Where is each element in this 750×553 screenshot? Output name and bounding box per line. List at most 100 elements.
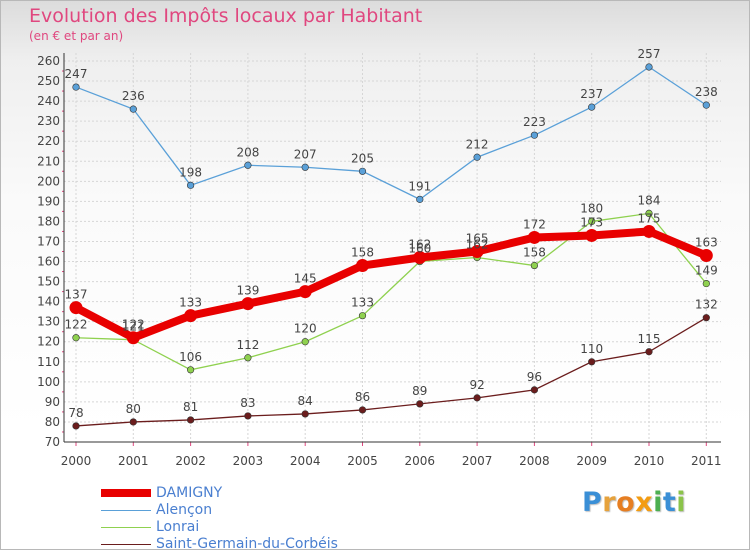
data-point-damigny — [470, 245, 484, 258]
y-tick-label: 170 — [37, 234, 60, 248]
data-label-saint-germain-du-corb-is: 115 — [638, 332, 661, 346]
data-point-alen-on — [129, 105, 137, 113]
data-point-saint-germain-du-corb-is — [129, 418, 137, 426]
data-point-saint-germain-du-corb-is — [473, 394, 481, 402]
data-label-alen-on: 205 — [351, 151, 374, 165]
data-label-saint-germain-du-corb-is: 89 — [412, 384, 427, 398]
data-point-alen-on — [187, 181, 195, 189]
legend-label: DAMIGNY — [156, 485, 223, 501]
data-label-damigny: 175 — [638, 211, 661, 225]
data-point-saint-germain-du-corb-is — [702, 314, 710, 322]
series-line-damigny — [72, 227, 711, 342]
y-tick-label: 190 — [37, 194, 60, 208]
legend-swatch — [101, 509, 151, 511]
data-point-lonrai — [72, 334, 80, 342]
data-point-lonrai — [702, 279, 710, 288]
data-label-damigny: 172 — [523, 217, 546, 231]
logo-letter: i — [676, 487, 687, 518]
data-label-damigny: 173 — [580, 215, 603, 229]
series-line-lonrai — [75, 212, 707, 371]
data-label-lonrai: 149 — [695, 264, 718, 278]
y-tick-label: 260 — [37, 54, 60, 68]
proxiti-logo: Proxiti — [582, 487, 686, 518]
data-point-saint-germain-du-corb-is — [358, 406, 367, 414]
logo-letter: o — [616, 487, 636, 518]
x-tick-label: 2010 — [634, 454, 665, 468]
data-point-alen-on — [244, 161, 252, 169]
data-point-alen-on — [588, 103, 596, 111]
data-label-damigny: 158 — [351, 246, 374, 260]
data-label-damigny: 162 — [408, 238, 431, 252]
data-label-alen-on: 212 — [466, 137, 489, 151]
data-point-lonrai — [530, 261, 539, 270]
data-point-lonrai — [645, 209, 653, 217]
logo-letter: i — [653, 487, 663, 518]
data-label-lonrai: 160 — [408, 242, 431, 256]
legend-swatch — [101, 526, 151, 528]
data-point-alen-on — [301, 163, 309, 171]
legend-label: Lonrai — [156, 519, 200, 535]
y-tick-label: 200 — [37, 174, 60, 188]
data-label-lonrai: 112 — [236, 338, 259, 352]
legend-swatch — [101, 543, 151, 545]
plot-area — [64, 53, 721, 442]
data-label-alen-on: 247 — [65, 67, 88, 81]
y-tick-label: 70 — [45, 435, 60, 449]
y-tick-label: 140 — [37, 295, 60, 309]
data-label-damigny: 165 — [466, 232, 489, 246]
x-tick-label: 2006 — [405, 454, 436, 468]
data-point-damigny — [298, 285, 312, 299]
y-tick-label: 230 — [37, 114, 60, 128]
data-point-damigny — [527, 230, 541, 244]
data-point-damigny — [126, 331, 140, 345]
data-point-saint-germain-du-corb-is — [416, 400, 424, 408]
data-label-damigny: 133 — [179, 296, 202, 310]
data-label-saint-germain-du-corb-is: 96 — [527, 370, 542, 384]
data-point-saint-germain-du-corb-is — [645, 348, 653, 356]
data-label-lonrai: 106 — [179, 350, 202, 364]
x-tick-label: 2008 — [519, 454, 550, 468]
data-label-alen-on: 238 — [695, 85, 718, 99]
logo-letter: x — [635, 487, 654, 518]
data-point-alen-on — [702, 101, 710, 109]
data-point-lonrai — [244, 354, 252, 362]
y-tick-label: 130 — [37, 315, 60, 329]
data-label-alen-on: 223 — [523, 115, 546, 129]
y-tick-label: 90 — [45, 395, 60, 409]
y-tick-label: 210 — [37, 154, 60, 168]
data-point-alen-on — [72, 83, 80, 91]
legend-label: Saint-Germain-du-Corbéis — [156, 536, 338, 552]
data-label-saint-germain-du-corb-is: 86 — [355, 390, 370, 404]
data-point-saint-germain-du-corb-is — [72, 422, 80, 430]
data-point-saint-germain-du-corb-is — [530, 386, 539, 394]
data-label-saint-germain-du-corb-is: 110 — [580, 342, 603, 356]
x-tick-label: 2011 — [691, 454, 722, 468]
x-tick-label: 2001 — [118, 454, 149, 468]
data-point-lonrai — [187, 366, 195, 374]
series-line-saint-germain-du-corb-is — [75, 317, 707, 427]
data-point-saint-germain-du-corb-is — [301, 410, 309, 418]
data-point-alen-on — [530, 131, 539, 139]
data-label-alen-on: 191 — [408, 179, 431, 193]
data-label-lonrai: 133 — [351, 296, 374, 310]
data-point-saint-germain-du-corb-is — [588, 358, 596, 366]
y-tick-label: 80 — [45, 415, 60, 429]
data-point-damigny — [241, 297, 255, 311]
data-point-damigny — [585, 228, 599, 242]
series-line-alen-on — [75, 66, 707, 201]
x-tick-label: 2004 — [290, 454, 321, 468]
data-point-saint-germain-du-corb-is — [187, 416, 195, 424]
y-tick-label: 150 — [37, 275, 60, 289]
data-label-lonrai: 184 — [638, 193, 661, 207]
y-tick-label: 250 — [37, 74, 60, 88]
data-point-damigny — [413, 251, 427, 265]
x-tick-label: 2002 — [175, 454, 206, 468]
x-tick-label: 2000 — [61, 454, 92, 468]
legend-swatch — [101, 489, 151, 497]
logo-letter: P — [582, 487, 603, 518]
data-label-lonrai: 162 — [466, 238, 489, 252]
data-label-saint-germain-du-corb-is: 83 — [240, 396, 255, 410]
data-point-damigny — [699, 249, 713, 263]
